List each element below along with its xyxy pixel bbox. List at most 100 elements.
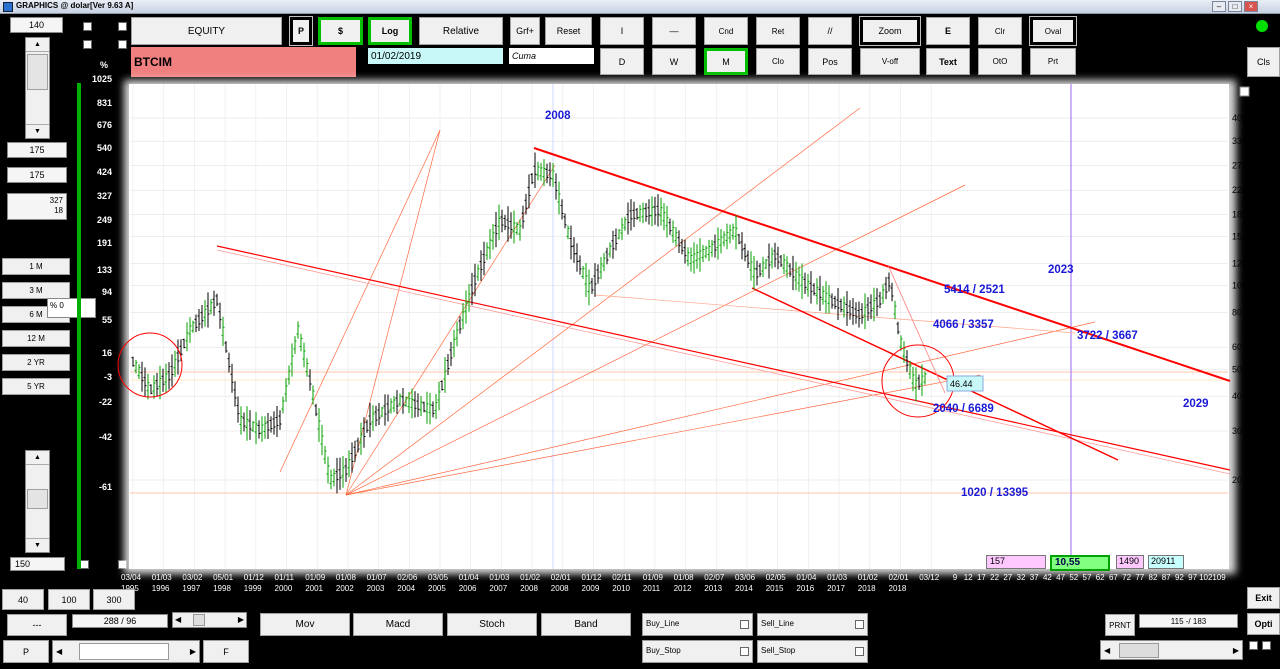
reset-button[interactable]: Reset [545, 17, 592, 45]
prt-button[interactable]: Prt [1030, 48, 1076, 75]
period-12m-button[interactable]: 12 M [2, 330, 70, 347]
buy-line-checkbox[interactable] [740, 620, 749, 629]
scroll-left-icon[interactable]: ◀ [1104, 646, 1111, 655]
v-off-button[interactable]: V-off [860, 48, 920, 75]
buy-stop-toggle[interactable]: Buy_Stop [642, 640, 753, 663]
scroll-thumb[interactable] [193, 614, 205, 626]
x-date-label: 02/11 [612, 573, 632, 582]
scroll-up-icon[interactable]: ▲ [26, 451, 49, 465]
x-date-label: 02/01 [551, 573, 572, 582]
scroll-thumb[interactable] [79, 643, 169, 660]
dollar-button[interactable]: $ [318, 17, 363, 45]
sell-line-checkbox[interactable] [855, 620, 864, 629]
symbol-name[interactable]: BTCIM [131, 47, 356, 77]
prnt-button[interactable]: PRNT [1105, 614, 1135, 636]
value-field-1[interactable]: 175 [7, 142, 67, 158]
text-button[interactable]: Text [926, 48, 970, 75]
zoom-button[interactable]: Zoom [859, 16, 921, 46]
top-scrollbar[interactable]: ▲ ▼ [25, 37, 50, 139]
f-button[interactable]: F [203, 640, 249, 663]
log-button[interactable]: Log [368, 17, 412, 45]
top-value-field[interactable]: 140 [10, 17, 63, 33]
grf-plus-button[interactable]: Grf+ [510, 17, 540, 45]
sell-stop-toggle[interactable]: Sell_Stop [757, 640, 868, 663]
note-field[interactable]: Cuma [509, 48, 594, 64]
period-5yr-button[interactable]: 5 YR [2, 378, 70, 395]
pos-button[interactable]: Pos [808, 48, 852, 75]
period-3m-button[interactable]: 3 M [2, 282, 70, 299]
clr-button[interactable]: Clr [978, 17, 1022, 45]
date-field[interactable]: 01/02/2019 [368, 48, 503, 64]
scroll-thumb[interactable] [1119, 643, 1159, 658]
scroll-right-icon[interactable]: ▶ [237, 615, 244, 624]
left-tick-label: -3 [104, 372, 112, 382]
band-button[interactable]: Band [541, 613, 631, 636]
zoom-100-button[interactable]: 100 [48, 589, 90, 610]
scroll-down-icon[interactable]: ▼ [26, 124, 49, 138]
dash-button[interactable]: — [652, 17, 696, 45]
macd-button[interactable]: Macd [353, 613, 443, 636]
opti-button[interactable]: Opti [1247, 613, 1280, 635]
stoch-button[interactable]: Stoch [447, 613, 537, 636]
oval-button[interactable]: Oval [1029, 16, 1077, 46]
x-date-label: 01/07 [367, 573, 388, 582]
clo-button[interactable]: Clo [756, 48, 800, 75]
parallel-button[interactable]: // [808, 17, 852, 45]
maximize-icon[interactable]: □ [1228, 1, 1242, 12]
price-chart[interactable]: 46.44 % 1025 831 676 540 424 327 249 191 133 94 55… [0, 0, 1280, 600]
bottom-scrollbar[interactable]: ▲ ▼ [25, 450, 50, 553]
relative-button[interactable]: Relative [419, 17, 503, 45]
daily-button[interactable]: D [600, 48, 644, 75]
sell-line-toggle[interactable]: Sell_Line [757, 613, 868, 636]
i-button[interactable]: I [600, 17, 644, 45]
x-future-label: 77 [1135, 573, 1144, 582]
cnd-button[interactable]: Cnd [704, 17, 748, 45]
ratio-field[interactable]: 115 -/ 183 [1139, 614, 1238, 628]
e-button[interactable]: E [926, 17, 970, 45]
top-checkbox-4[interactable] [118, 40, 127, 49]
weekly-button[interactable]: W [652, 48, 696, 75]
sell-stop-checkbox[interactable] [855, 647, 864, 656]
zoom-300-button[interactable]: 300 [93, 589, 135, 610]
value-field-2[interactable]: 175 [7, 167, 67, 183]
p-button[interactable]: P [289, 16, 313, 46]
buy-stop-checkbox[interactable] [740, 647, 749, 656]
monthly-button[interactable]: M [704, 48, 748, 75]
minimize-icon[interactable]: – [1212, 1, 1226, 12]
bottom-right-checkbox-2[interactable] [1262, 641, 1271, 650]
buy-line-toggle[interactable]: Buy_Line [642, 613, 753, 636]
annotations: 2008 2023 5414 / 2521 4066 / 3357 3722 / 366… [545, 110, 1209, 499]
scroll-thumb[interactable] [27, 489, 48, 509]
right-scrollbar[interactable]: ◀ ▶ [1100, 640, 1243, 660]
scroll-thumb[interactable] [27, 54, 48, 90]
scroll-left-icon[interactable]: ◀ [175, 615, 182, 624]
period-1m-button[interactable]: 1 M [2, 258, 70, 275]
scroll-right-icon[interactable]: ▶ [1232, 646, 1239, 655]
x-year-label: 2016 [796, 584, 814, 593]
mov-button[interactable]: Mov [260, 613, 350, 636]
oto-button[interactable]: OtO [978, 48, 1022, 75]
top-checkbox-2[interactable] [118, 22, 127, 31]
equity-button[interactable]: EQUITY [131, 17, 282, 45]
scroll-up-icon[interactable]: ▲ [26, 38, 49, 52]
top-checkbox-3[interactable] [83, 40, 92, 49]
time-scrollbar[interactable]: ◀ ▶ [52, 640, 200, 663]
scroll-left-icon[interactable]: ◀ [56, 647, 63, 656]
exit-button[interactable]: Exit [1247, 587, 1280, 609]
bottom-value-field[interactable]: 150 [10, 557, 65, 571]
scroll-right-icon[interactable]: ▶ [189, 647, 196, 656]
p-bottom-button[interactable]: P [3, 640, 49, 663]
counter-field[interactable]: 288 / 96 [72, 614, 168, 628]
x-date-label: 01/08 [336, 573, 357, 582]
scroll-down-icon[interactable]: ▼ [26, 538, 49, 552]
ret-button[interactable]: Ret [756, 17, 800, 45]
bottom-right-checkbox-1[interactable] [1249, 641, 1258, 650]
counter-scrollbar[interactable]: ◀ ▶ [172, 612, 247, 628]
x-future-label: 47 [1056, 573, 1065, 582]
period-2yr-button[interactable]: 2 YR [2, 354, 70, 371]
left-tick-label: 191 [97, 238, 112, 248]
zoom-40-button[interactable]: 40 [2, 589, 44, 610]
dashes-button[interactable]: --- [7, 614, 67, 636]
top-checkbox-1[interactable] [83, 22, 92, 31]
close-icon[interactable]: × [1244, 1, 1258, 12]
